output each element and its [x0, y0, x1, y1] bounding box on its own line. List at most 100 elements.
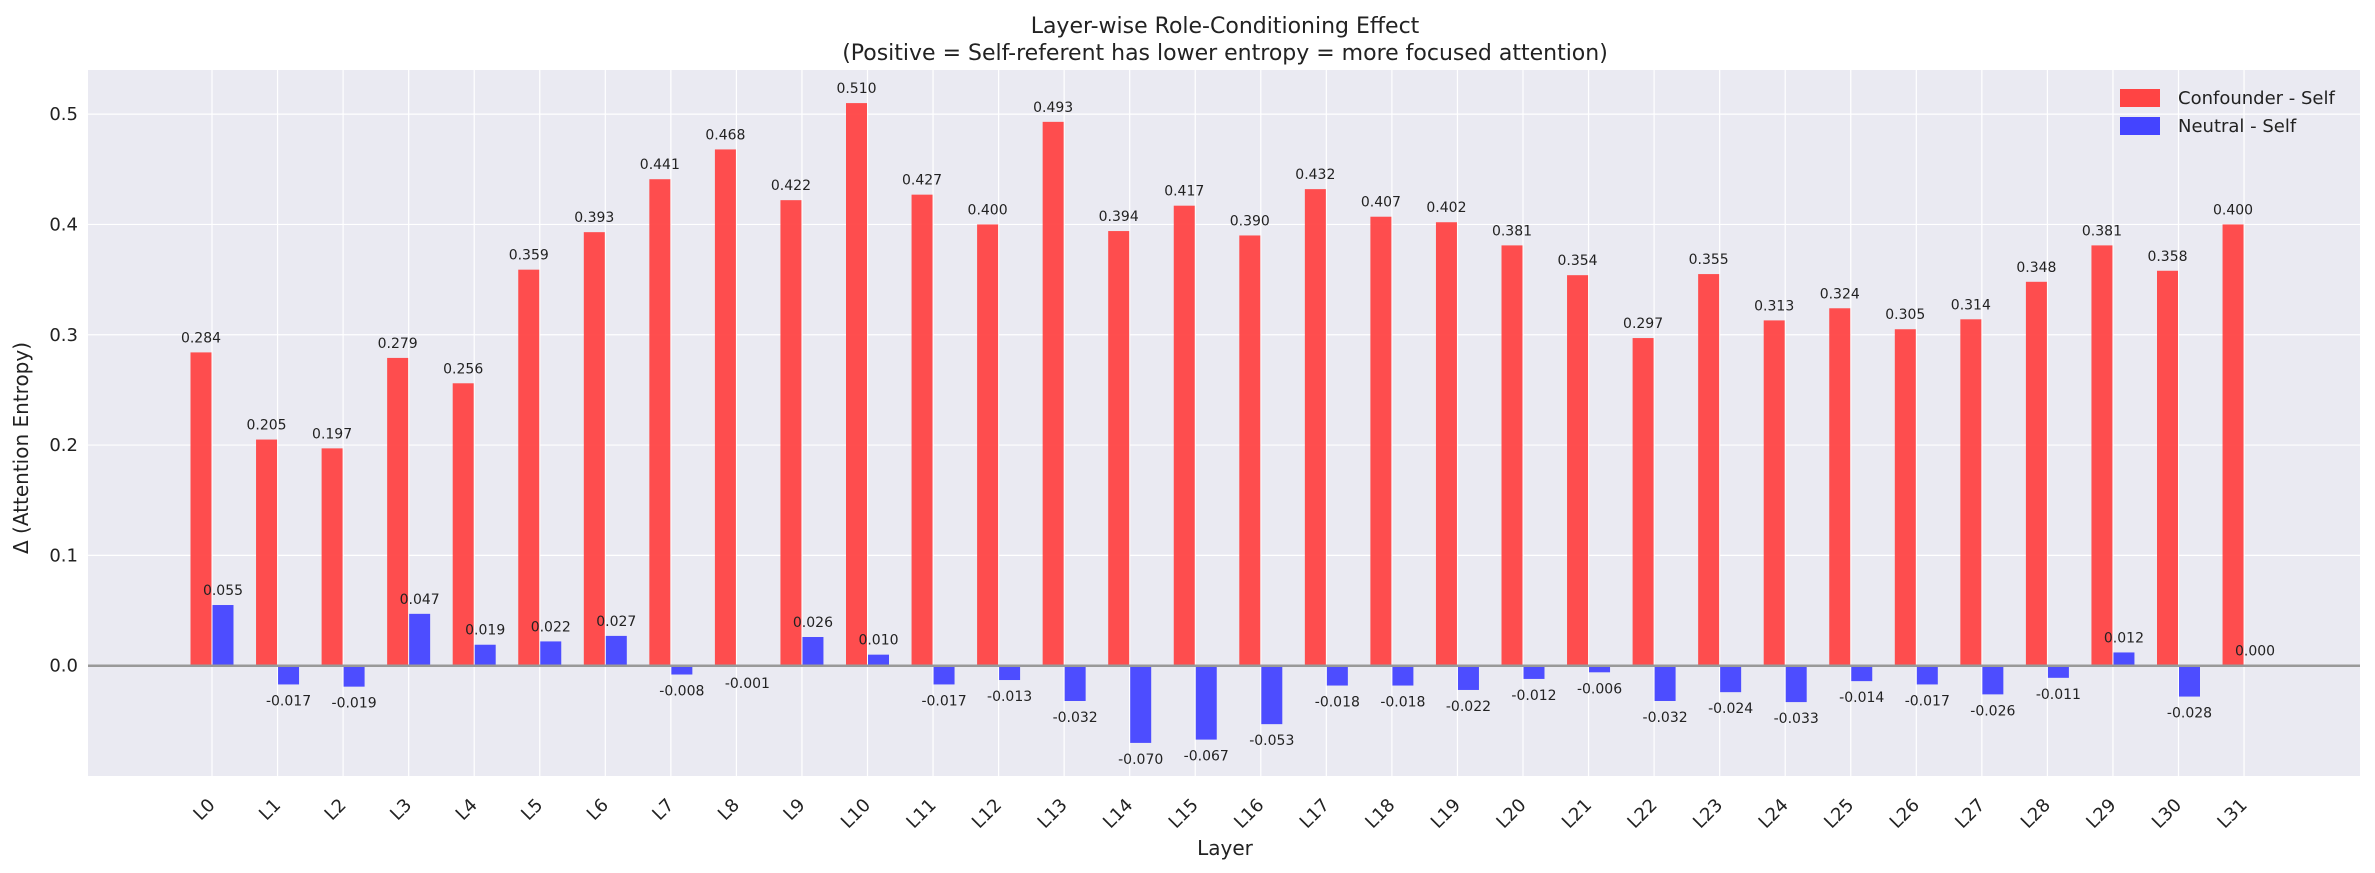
x-tick-label: L20: [1492, 795, 1530, 833]
bar-neutral-self: [1326, 665, 1348, 686]
bar-neutral-self: [1457, 665, 1479, 690]
x-tick-label: L25: [1820, 795, 1858, 833]
y-tick-label: 0.4: [49, 214, 78, 235]
bar-neutral-self: [1785, 665, 1807, 703]
bar-confounder-self: [1370, 216, 1392, 666]
bar-value-label: -0.026: [1970, 703, 2015, 719]
bar-neutral-self: [1261, 665, 1283, 725]
x-tick-label: L12: [968, 795, 1006, 833]
bar-value-label: 0.400: [968, 202, 1008, 218]
bar-confounder-self: [452, 383, 474, 666]
bar-value-label: -0.033: [1774, 711, 1819, 727]
bar-value-label: -0.022: [1446, 699, 1491, 715]
bar-value-label: 0.026: [793, 615, 833, 631]
bar-value-label: 0.055: [203, 583, 243, 599]
y-axis-label: Δ (Attention Entropy): [9, 342, 33, 554]
bar-value-label: 0.010: [858, 633, 898, 649]
x-tick-label: L19: [1427, 795, 1465, 833]
bar-value-label: -0.018: [1380, 695, 1425, 711]
chart-subtitle: (Positive = Self-referent has lower entr…: [842, 41, 1608, 66]
bar-confounder-self: [518, 269, 540, 666]
bar-value-label: -0.017: [921, 693, 966, 709]
x-tick-label: L7: [648, 795, 678, 825]
bar-value-label: 0.393: [574, 210, 614, 226]
bar-value-label: 0.493: [1033, 100, 1073, 116]
bar-confounder-self: [1698, 274, 1720, 666]
bar-confounder-self: [1304, 189, 1326, 666]
bar-confounder-self: [1567, 275, 1589, 666]
bar-neutral-self: [605, 635, 627, 666]
bar-value-label: 0.381: [2082, 223, 2122, 239]
bar-confounder-self: [977, 224, 999, 666]
bar-neutral-self: [1130, 665, 1152, 743]
bar-confounder-self: [714, 149, 736, 666]
bar-value-label: 0.400: [2213, 202, 2253, 218]
bar-value-label: -0.067: [1184, 749, 1229, 765]
bar-value-label: 0.256: [443, 361, 483, 377]
bar-value-label: 0.027: [596, 614, 636, 630]
bar-neutral-self: [2179, 665, 2200, 697]
x-tick-label: L18: [1361, 795, 1399, 833]
bar-confounder-self: [1435, 222, 1457, 666]
chart-title: Layer-wise Role-Conditioning Effect: [1031, 14, 1420, 39]
bar-confounder-self: [911, 194, 933, 666]
bar-neutral-self: [1064, 665, 1086, 701]
x-tick-label: L10: [837, 795, 875, 833]
bar-value-label: 0.047: [400, 592, 440, 608]
bar-value-label: 0.313: [1754, 298, 1794, 314]
bar-value-label: 0.417: [1164, 184, 1204, 200]
bar-neutral-self: [2047, 665, 2069, 678]
bar-confounder-self: [321, 448, 343, 666]
bar-value-label: -0.017: [266, 693, 311, 709]
bar-value-label: -0.011: [2036, 687, 2081, 703]
bar-confounder-self: [780, 200, 802, 666]
bar-value-label: 0.381: [1492, 223, 1532, 239]
bar-confounder-self: [1829, 308, 1851, 666]
bar-value-label: 0.358: [2147, 249, 2187, 265]
bar-confounder-self: [1960, 319, 1982, 666]
x-tick-label: L27: [1951, 795, 1989, 833]
legend-label-confounder: Confounder - Self: [2178, 88, 2335, 109]
x-tick-label: L29: [2082, 795, 2120, 833]
bar-value-label: -0.032: [1643, 710, 1688, 726]
bar-neutral-self: [409, 613, 431, 666]
x-tick-label: L31: [2213, 795, 2251, 833]
bar-value-label: -0.001: [725, 676, 770, 692]
bar-value-label: 0.324: [1820, 286, 1860, 302]
bar-neutral-self: [1851, 665, 1873, 682]
bar-confounder-self: [256, 439, 278, 666]
bar-value-label: 0.407: [1361, 195, 1401, 211]
bar-value-label: 0.284: [181, 330, 221, 346]
x-tick-label: L15: [1165, 795, 1203, 833]
bar-neutral-self: [868, 654, 889, 666]
bar-neutral-self: [278, 665, 300, 685]
bar-confounder-self: [1763, 320, 1785, 666]
x-tick-label: L2: [321, 795, 351, 825]
bar-confounder-self: [649, 179, 671, 666]
data-labels: 0.284 0.205 0.197 0.279 0.256 0.359 0.393 0.441…: [181, 81, 2275, 768]
legend-label-neutral: Neutral - Self: [2178, 116, 2297, 137]
bar-value-label: 0.314: [1951, 297, 1991, 313]
bar-confounder-self: [1108, 231, 1130, 666]
bar-confounder-self: [2222, 224, 2244, 666]
bar-value-label: -0.013: [987, 689, 1032, 705]
bar-value-label: 0.432: [1295, 167, 1335, 183]
bar-confounder-self: [1894, 329, 1916, 666]
bar-neutral-self: [802, 637, 824, 666]
bars: [190, 103, 2244, 743]
bar-confounder-self: [1632, 338, 1654, 666]
bar-value-label: 0.279: [378, 336, 418, 352]
bar-value-label: 0.305: [1885, 307, 1925, 323]
bar-value-label: 0.019: [465, 623, 505, 639]
x-tick-label: L28: [2017, 795, 2055, 833]
bar-neutral-self: [474, 644, 496, 666]
bar-neutral-self: [1720, 665, 1742, 693]
bar-neutral-self: [999, 665, 1021, 681]
bar-value-label: -0.019: [332, 696, 377, 712]
bar-neutral-self: [212, 605, 234, 666]
bar-neutral-self: [1523, 665, 1545, 679]
x-tick-label: L6: [583, 795, 613, 825]
bar-confounder-self: [1501, 245, 1523, 666]
bar-value-label: 0.402: [1426, 200, 1466, 216]
